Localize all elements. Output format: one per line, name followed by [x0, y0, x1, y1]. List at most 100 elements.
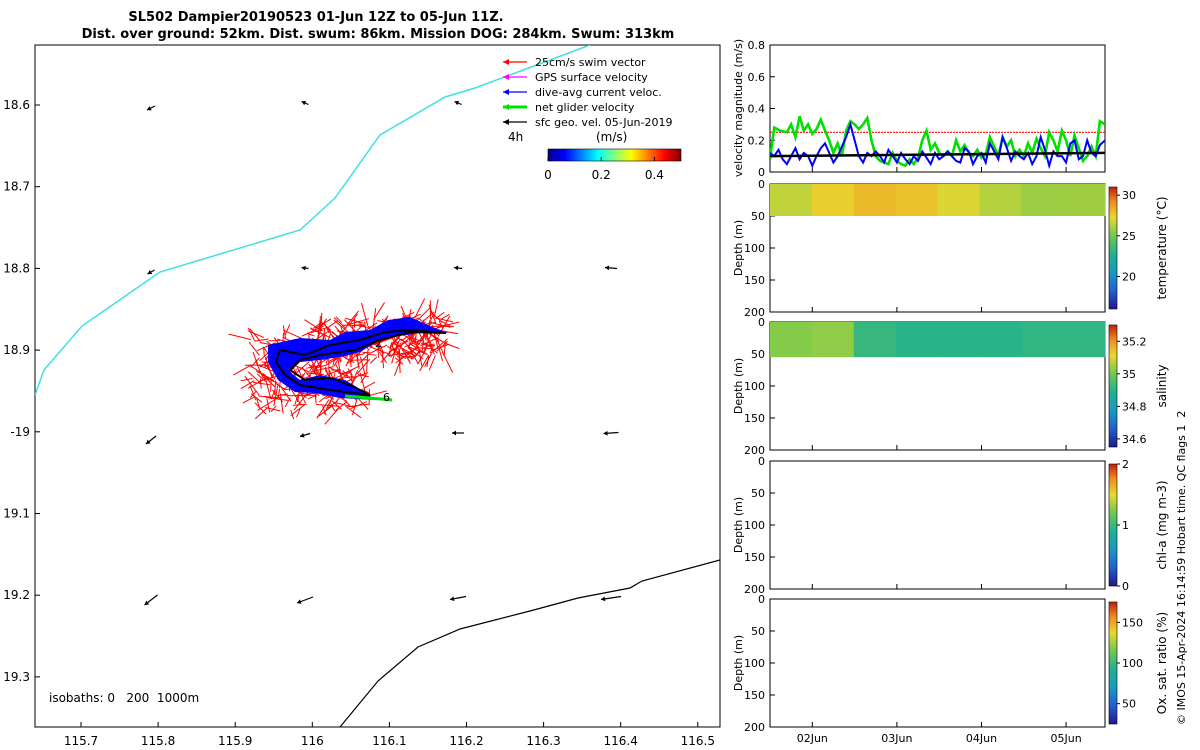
swim-vector	[323, 369, 340, 377]
track-label-2: 2	[375, 337, 382, 350]
swim-vector	[255, 360, 263, 377]
swim-vector	[406, 351, 417, 357]
swim-vector	[310, 366, 334, 373]
colorbar-tick-label: 2	[1122, 458, 1129, 471]
swim-vector	[407, 346, 428, 355]
swim-vector	[381, 350, 384, 369]
swim-vector	[290, 409, 295, 420]
legend-arrowhead-5	[503, 119, 509, 125]
swim-vector	[258, 395, 282, 399]
swim-vector	[282, 325, 287, 340]
swim-vector	[416, 331, 427, 345]
swim-vector	[378, 337, 392, 344]
swim-vector	[419, 354, 430, 372]
swim-vector	[324, 406, 340, 425]
swim-vector	[408, 342, 428, 355]
depth-tick-label: 100	[744, 519, 765, 532]
swim-vector	[284, 324, 291, 336]
depth-data-cell	[770, 322, 813, 358]
depth-tick-label: 0	[758, 455, 765, 468]
swim-vector	[362, 351, 372, 354]
swim-vector	[264, 376, 272, 399]
legend-arrowhead-1	[503, 59, 509, 65]
time-tick-label: 02Jun	[797, 732, 828, 745]
legend-label-4: net glider velocity	[535, 101, 635, 114]
depth-ylabel: Depth (m)	[732, 497, 745, 553]
depth-tick-label: 100	[744, 242, 765, 255]
sfc-geo-arrowhead	[601, 596, 606, 602]
swim-vector	[294, 393, 299, 405]
swim-vector	[333, 319, 351, 335]
swim-vector	[377, 347, 380, 358]
time-label: 4h	[508, 130, 523, 144]
swim-vector	[386, 345, 406, 360]
swim-vector	[301, 325, 324, 337]
velocity-panel: 0 0.2 0.4 0.6 0.8 velocity magnitude (m/s)	[732, 39, 1106, 179]
swim-vector	[423, 329, 434, 353]
swim-vector	[314, 318, 332, 330]
depth-panel-salinity: 0 50 100 150 200 Depth (m) 35.2 35 34.8 34.6 salin…	[732, 316, 1169, 457]
velocity-y-tick-label: 0.6	[748, 71, 766, 84]
swim-vector	[256, 342, 276, 352]
depth-ylabel: Depth (m)	[732, 220, 745, 276]
swim-vector	[259, 378, 262, 389]
swim-vector	[247, 376, 269, 389]
swim-vector	[307, 395, 316, 400]
depth-tick-label: 150	[744, 274, 765, 287]
colorbar-tick-label: 50	[1122, 698, 1136, 711]
colorbar-tick-label: 100	[1122, 657, 1143, 670]
swim-vector	[380, 348, 394, 363]
swim-vector	[361, 388, 370, 394]
swim-vector	[429, 321, 451, 328]
swim-vector	[289, 386, 302, 406]
sfc-geo-arrowhead	[301, 265, 306, 271]
depth-data-cell	[1021, 184, 1064, 216]
swim-vector	[261, 376, 278, 384]
depth-data-cell	[979, 184, 1022, 216]
swim-vector	[265, 407, 281, 412]
swim-vector	[428, 304, 437, 325]
depth-data-cell	[1063, 322, 1106, 358]
swim-vector	[266, 398, 271, 413]
swim-vector	[367, 353, 377, 356]
map-y-tick-label: 18.7	[3, 180, 30, 194]
swim-vector	[290, 404, 306, 416]
time-tick-label: 04Jun	[966, 732, 997, 745]
map-x-tick-label: 116	[301, 734, 324, 748]
swim-vector	[370, 346, 391, 355]
swim-vector	[250, 357, 260, 368]
swim-vector	[240, 378, 253, 382]
swim-vector	[263, 347, 265, 357]
depth-data-cell	[895, 184, 939, 216]
swim-vector	[357, 374, 370, 378]
depth-tick-label: 50	[751, 348, 765, 361]
sfc-geo-arrowhead	[450, 596, 455, 602]
swim-vector	[282, 329, 303, 340]
depth-frame-chl-a	[769, 460, 1106, 590]
colorbar-tick-label: 20	[1122, 270, 1136, 283]
sfc-geo-arrowhead	[301, 100, 307, 106]
swim-vector	[356, 358, 370, 375]
swim-vector	[341, 365, 360, 376]
swim-vector	[304, 319, 323, 332]
depth-tick-label: 200	[744, 444, 765, 457]
swim-vector	[328, 366, 348, 377]
map-x-tick-label: 116.5	[681, 734, 715, 748]
colorbar-label-chl-a: chl-a (mg m-3)	[1155, 480, 1169, 569]
swim-vector	[349, 313, 358, 324]
glider-track-line	[274, 328, 447, 396]
title-line-1: SL502 Dampier20190523 01-Jun 12Z to 05-J…	[128, 10, 503, 25]
swim-vector	[277, 338, 287, 343]
velocity-series	[770, 114, 1105, 170]
depth-data-cell	[853, 184, 897, 216]
swim-vector	[247, 371, 261, 384]
depth-data-cell	[811, 184, 855, 216]
swim-vector	[347, 310, 360, 325]
map-y-tick-label: 19.2	[3, 588, 30, 602]
swim-vector	[316, 399, 330, 419]
colorbar-tick-label: 34.8	[1122, 400, 1147, 413]
colorbar-oxygen	[1108, 601, 1118, 725]
depth-data-cell	[811, 322, 855, 358]
time-axis-labels: 02Jun 03Jun 04Jun 05Jun	[797, 732, 1082, 745]
swim-vector	[240, 380, 255, 390]
